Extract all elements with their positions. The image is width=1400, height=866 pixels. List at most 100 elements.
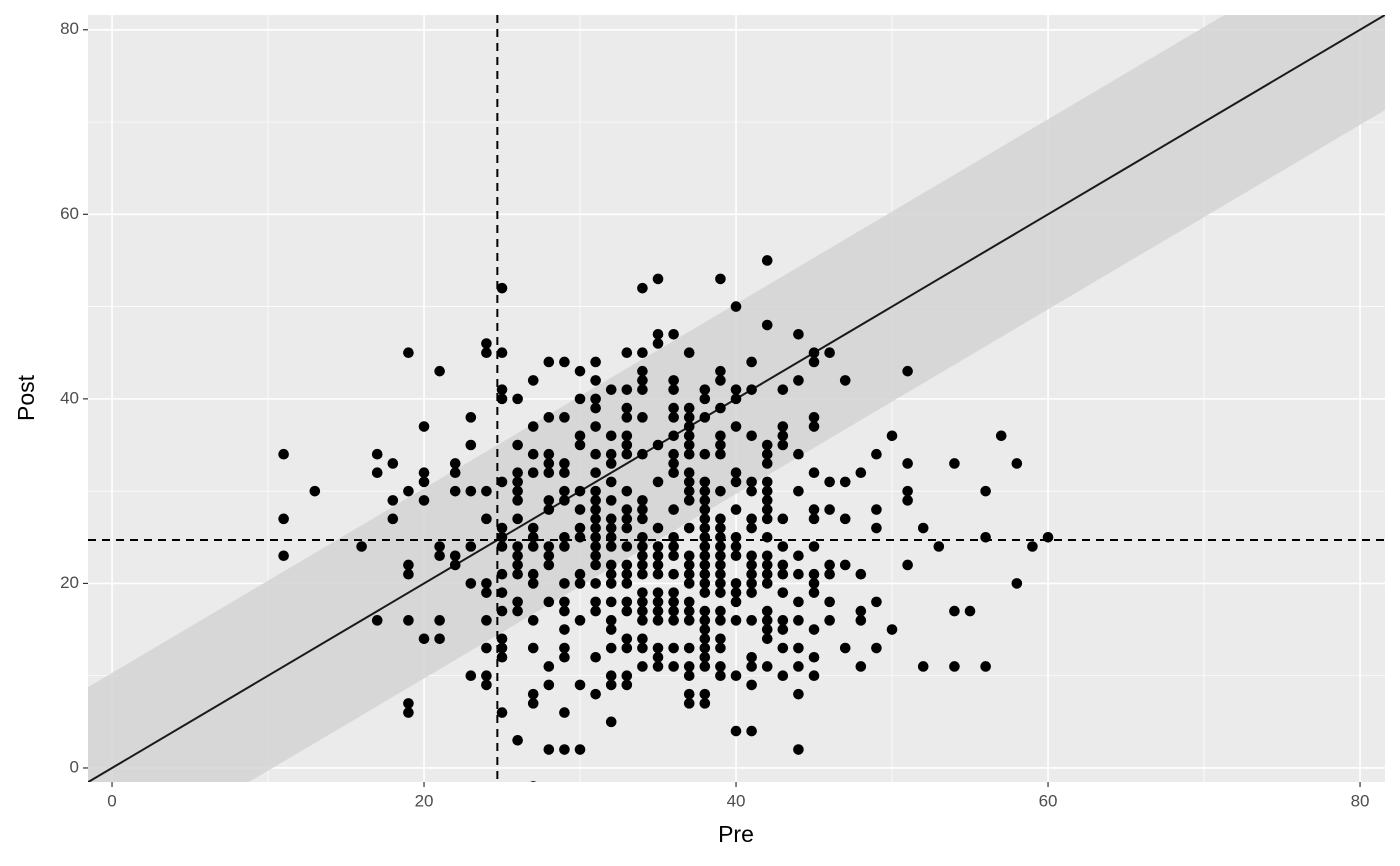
point bbox=[652, 273, 664, 285]
point bbox=[683, 402, 695, 414]
point bbox=[527, 421, 539, 432]
point bbox=[668, 384, 679, 395]
point bbox=[543, 412, 555, 423]
point bbox=[590, 467, 601, 478]
point bbox=[777, 439, 789, 451]
point bbox=[761, 513, 773, 525]
point bbox=[699, 651, 711, 663]
point bbox=[605, 670, 617, 681]
point bbox=[605, 615, 617, 626]
point bbox=[777, 642, 789, 654]
point bbox=[699, 642, 711, 654]
point bbox=[730, 670, 742, 681]
point bbox=[465, 541, 477, 552]
point bbox=[590, 485, 601, 497]
point bbox=[543, 596, 555, 608]
point bbox=[746, 476, 757, 488]
point bbox=[605, 559, 617, 571]
point bbox=[746, 559, 757, 571]
point bbox=[715, 550, 726, 562]
point bbox=[621, 485, 633, 497]
point bbox=[824, 504, 835, 515]
point bbox=[621, 402, 633, 414]
point bbox=[715, 670, 726, 681]
point bbox=[559, 541, 570, 552]
point bbox=[590, 356, 601, 368]
point bbox=[652, 615, 664, 626]
point bbox=[512, 485, 523, 497]
point bbox=[699, 513, 711, 525]
point bbox=[699, 559, 711, 571]
point bbox=[777, 421, 789, 432]
point bbox=[434, 615, 445, 626]
x-tick-label: 80 bbox=[1351, 791, 1370, 810]
point bbox=[980, 661, 991, 672]
point bbox=[637, 495, 648, 506]
point bbox=[637, 513, 648, 525]
point bbox=[730, 587, 742, 598]
point bbox=[668, 615, 679, 626]
point bbox=[793, 744, 804, 755]
point bbox=[605, 476, 617, 488]
point bbox=[434, 550, 445, 562]
point bbox=[543, 661, 555, 672]
point bbox=[699, 384, 711, 395]
point bbox=[824, 347, 835, 359]
point bbox=[793, 448, 804, 460]
point bbox=[699, 587, 711, 598]
point bbox=[808, 513, 820, 525]
point bbox=[699, 624, 711, 635]
point bbox=[668, 531, 679, 543]
point bbox=[605, 679, 617, 691]
point bbox=[699, 661, 711, 672]
point bbox=[496, 531, 508, 543]
point bbox=[637, 550, 648, 562]
point bbox=[886, 624, 898, 635]
point bbox=[668, 328, 679, 340]
point bbox=[730, 301, 742, 312]
point bbox=[512, 559, 523, 571]
point bbox=[512, 541, 523, 552]
point bbox=[512, 393, 523, 405]
point bbox=[715, 615, 726, 626]
point bbox=[808, 421, 820, 432]
point bbox=[496, 633, 508, 645]
point bbox=[761, 448, 773, 460]
point bbox=[496, 642, 508, 654]
point bbox=[481, 513, 492, 525]
point bbox=[793, 688, 804, 700]
point bbox=[824, 615, 835, 626]
point bbox=[652, 328, 664, 340]
point bbox=[855, 568, 867, 580]
point bbox=[746, 587, 757, 598]
point bbox=[761, 439, 773, 451]
point bbox=[512, 550, 523, 562]
point bbox=[699, 476, 711, 488]
point bbox=[637, 568, 648, 580]
x-tick-label: 20 bbox=[415, 791, 434, 810]
point bbox=[637, 448, 648, 460]
point bbox=[730, 421, 742, 432]
point bbox=[574, 679, 586, 691]
point bbox=[777, 568, 789, 580]
point bbox=[746, 384, 757, 395]
point bbox=[512, 596, 523, 608]
point bbox=[590, 688, 601, 700]
point bbox=[512, 467, 523, 478]
point bbox=[668, 541, 679, 552]
point bbox=[637, 587, 648, 598]
point bbox=[777, 384, 789, 395]
point bbox=[683, 467, 695, 478]
point bbox=[652, 661, 664, 672]
point bbox=[590, 448, 601, 460]
point bbox=[590, 402, 601, 414]
point bbox=[824, 476, 835, 488]
point bbox=[590, 513, 601, 525]
point bbox=[839, 513, 851, 525]
point bbox=[777, 624, 789, 635]
point bbox=[590, 522, 601, 534]
point bbox=[637, 541, 648, 552]
point bbox=[621, 513, 633, 525]
x-tick-label: 60 bbox=[1039, 791, 1058, 810]
point bbox=[683, 495, 695, 506]
